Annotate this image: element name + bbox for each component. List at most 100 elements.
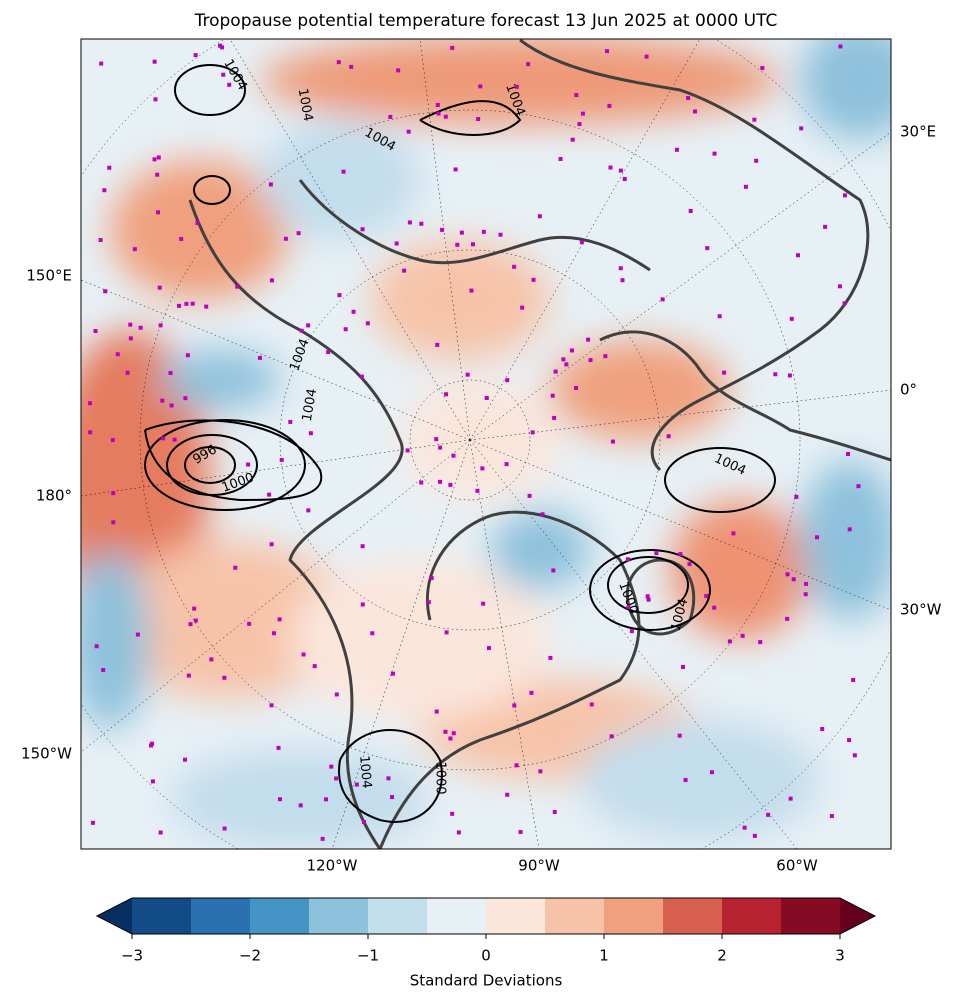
station (722, 370, 727, 375)
station (688, 209, 693, 214)
station (438, 445, 443, 450)
station (361, 820, 366, 825)
colorbar-segment (368, 898, 427, 934)
station (451, 453, 456, 458)
title: Tropopause potential temperature forecas… (194, 11, 778, 31)
station (609, 734, 614, 739)
station (712, 605, 717, 610)
station (360, 602, 365, 607)
station (758, 640, 763, 645)
station (247, 621, 252, 626)
contour-label: 1004 (295, 87, 316, 122)
station (622, 177, 627, 182)
station (99, 61, 104, 66)
station (574, 93, 579, 98)
station (111, 491, 116, 496)
colorbar-extend-under (97, 898, 132, 934)
station (360, 544, 365, 549)
station (504, 462, 509, 467)
longitude-label: 180° (36, 487, 72, 505)
station (588, 358, 593, 363)
station (551, 568, 556, 573)
station (448, 482, 453, 487)
station (620, 278, 625, 283)
station (308, 431, 313, 436)
contour-label: 1004 (356, 755, 374, 789)
station (440, 227, 445, 232)
station (388, 114, 393, 119)
station (299, 328, 304, 333)
station (359, 374, 364, 379)
longitude-label: 120°W (307, 857, 358, 875)
station (443, 729, 448, 734)
station (386, 776, 391, 781)
station (183, 757, 188, 762)
longitude-label: 60°W (776, 857, 818, 875)
station (288, 419, 293, 424)
station (193, 53, 198, 58)
station (269, 703, 274, 708)
station (218, 43, 223, 48)
colorbar-tick-label: −2 (239, 947, 261, 965)
station (512, 703, 517, 708)
station (607, 103, 612, 108)
station (341, 169, 346, 174)
station (221, 72, 226, 77)
station (829, 814, 834, 819)
longitude-label: 150°W (21, 745, 72, 763)
station (666, 434, 671, 439)
station (608, 165, 613, 170)
station (704, 593, 709, 598)
station (514, 763, 519, 768)
colorbar: −3 −2 −1 0 1 2 3 Standard Deviations (95, 897, 877, 990)
station (161, 436, 166, 441)
station (324, 797, 329, 802)
station (88, 430, 93, 435)
station (443, 114, 448, 119)
station (128, 322, 133, 327)
station (476, 117, 481, 122)
station (520, 305, 525, 310)
station (564, 362, 569, 367)
colorbar-extend-over (840, 898, 875, 934)
station (843, 193, 848, 198)
station (752, 833, 757, 838)
station (152, 157, 157, 162)
longitude-labels: 120°W 90°W 60°W 150°E 180° 150°W 30°E 0° 30°W (21, 123, 942, 875)
station (773, 372, 778, 377)
station (788, 796, 793, 801)
station (709, 770, 714, 775)
station (785, 572, 790, 577)
station (158, 323, 163, 328)
station (803, 592, 808, 597)
station (456, 830, 461, 835)
station (629, 629, 634, 634)
colorbar-segment (722, 898, 781, 934)
stations (88, 43, 861, 841)
station (102, 188, 107, 193)
station (235, 284, 240, 289)
station (93, 329, 98, 334)
station (586, 337, 591, 342)
colorbar-segment (250, 898, 309, 934)
station (435, 342, 440, 347)
station (553, 369, 558, 374)
station (740, 633, 745, 638)
station (406, 129, 411, 134)
station (438, 479, 443, 484)
station (618, 266, 623, 271)
station (444, 630, 449, 635)
station (326, 350, 331, 355)
station (604, 49, 609, 54)
station (823, 224, 828, 229)
station (804, 581, 809, 586)
longitude-label: 150°E (26, 267, 72, 285)
station (277, 797, 282, 802)
station (405, 448, 410, 453)
station (579, 240, 584, 245)
longitude-label: 0° (900, 381, 917, 399)
station (687, 561, 692, 566)
station (419, 221, 424, 226)
